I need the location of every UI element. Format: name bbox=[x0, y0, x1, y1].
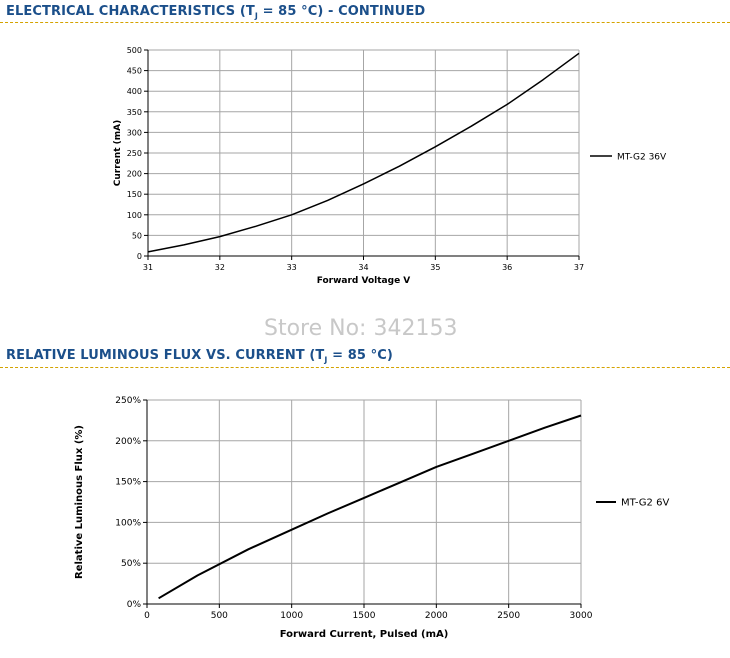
y-tick-label: 0 bbox=[137, 252, 142, 261]
y-tick-label: 350 bbox=[127, 108, 142, 117]
y-axis-title: Relative Luminous Flux (%) bbox=[74, 425, 85, 579]
section-title-luminous-pre: RELATIVE LUMINOUS FLUX VS. CURRENT (T bbox=[6, 348, 325, 363]
x-tick-label: 31 bbox=[143, 263, 153, 272]
y-tick-label: 100 bbox=[127, 211, 142, 220]
section-title-luminous-sub: J bbox=[324, 355, 328, 365]
x-tick-label: 2000 bbox=[425, 611, 448, 621]
y-tick-label: 50% bbox=[121, 559, 141, 569]
x-tick-label: 35 bbox=[430, 263, 440, 272]
y-tick-label: 0% bbox=[127, 600, 142, 610]
series-line bbox=[147, 52, 580, 253]
section-divider-bottom bbox=[0, 367, 730, 368]
y-tick-label: 250 bbox=[127, 149, 142, 158]
x-tick-label: 34 bbox=[358, 263, 368, 272]
y-tick-label: 300 bbox=[127, 128, 142, 137]
luminous-flux-chart: 0 500 1000 1500 2000 2500 3000 0% 50% 100% 150% 200… bbox=[74, 396, 669, 640]
x-tick-label: 3000 bbox=[570, 611, 593, 621]
x-tick-label: 0 bbox=[144, 611, 150, 621]
store-watermark: Store No: 342153 bbox=[264, 316, 458, 341]
legend-label: MT-G2 36V bbox=[617, 153, 667, 163]
legend-label: MT-G2 6V bbox=[621, 498, 669, 509]
section-title-luminous: RELATIVE LUMINOUS FLUX VS. CURRENT (TJ =… bbox=[6, 348, 393, 365]
y-tick-label: 250% bbox=[115, 396, 141, 406]
current-vs-voltage-chart: 31 32 33 34 35 36 37 0 50 100 150 200 250 300 350 400 45… bbox=[113, 46, 667, 286]
x-tick-label: 1500 bbox=[353, 611, 376, 621]
y-tick-label: 200% bbox=[115, 437, 141, 447]
y-axis-title: Current (mA) bbox=[113, 120, 123, 186]
section-title-electrical: ELECTRICAL CHARACTERISTICS (TJ = 85 °C) … bbox=[6, 4, 425, 21]
section-title-electrical-pre: ELECTRICAL CHARACTERISTICS (T bbox=[6, 4, 255, 19]
x-tick-label: 500 bbox=[211, 611, 228, 621]
x-axis-title: Forward Current, Pulsed (mA) bbox=[280, 629, 449, 640]
y-tick-label: 200 bbox=[127, 170, 142, 179]
y-tick-label: 100% bbox=[115, 518, 141, 528]
x-tick-label: 2500 bbox=[497, 611, 520, 621]
section-divider-top bbox=[0, 22, 730, 23]
x-tick-label: 36 bbox=[502, 263, 512, 272]
x-tick-label: 37 bbox=[574, 263, 584, 272]
x-tick-label: 32 bbox=[215, 263, 225, 272]
x-axis-title: Forward Voltage V bbox=[317, 276, 411, 286]
x-tick-label: 33 bbox=[287, 263, 297, 272]
section-title-luminous-post: = 85 °C) bbox=[327, 348, 393, 363]
y-tick-label: 150% bbox=[115, 478, 141, 488]
section-title-electrical-post: = 85 °C) - CONTINUED bbox=[257, 4, 426, 19]
y-tick-label: 450 bbox=[127, 67, 142, 76]
series-line bbox=[158, 414, 582, 600]
y-tick-label: 500 bbox=[127, 46, 142, 55]
y-tick-label: 50 bbox=[132, 231, 142, 240]
x-tick-label: 1000 bbox=[280, 611, 303, 621]
section-title-electrical-sub: J bbox=[254, 11, 258, 21]
y-tick-label: 400 bbox=[127, 87, 142, 96]
y-tick-label: 150 bbox=[127, 190, 142, 199]
